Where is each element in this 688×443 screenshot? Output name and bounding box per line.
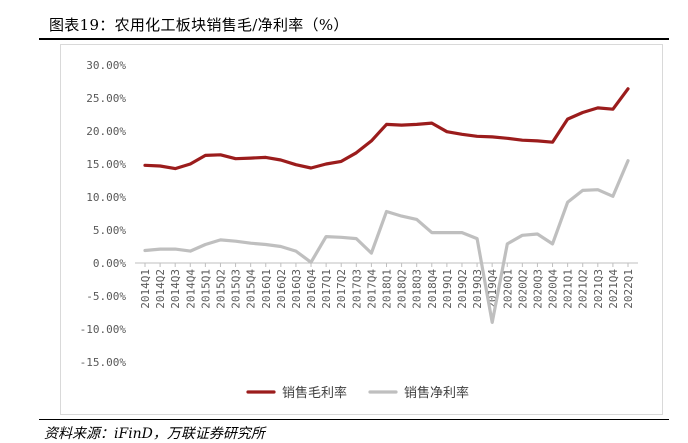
y-tick-label: -15.00% (80, 356, 127, 369)
x-tick-label: 2014Q1 (139, 269, 152, 309)
y-tick-label: 20.00% (86, 125, 126, 138)
x-tick-label: 2020Q1 (501, 269, 514, 309)
gross-margin-line (143, 87, 630, 171)
x-tick-label: 2014Q2 (154, 269, 167, 309)
x-tick-label: 2018Q1 (381, 269, 394, 309)
y-tick-label: 15.00% (86, 158, 126, 171)
x-tick-label: 2018Q3 (411, 269, 424, 309)
x-tick-label: 2019Q2 (456, 269, 469, 309)
x-tick-label: 2016Q4 (305, 269, 318, 309)
x-tick-label: 2018Q2 (396, 269, 409, 309)
y-tick-label: -10.00% (80, 323, 127, 336)
x-tick-label: 2015Q1 (199, 269, 212, 309)
x-tick-label: 2019Q3 (471, 269, 484, 309)
x-tick-label: 2021Q1 (562, 269, 575, 309)
y-axis: 30.00% 25.00% 20.00% 15.00% 10.00% 5.00% 0.00%… (80, 59, 127, 369)
x-tick-label: 2021Q3 (592, 269, 605, 309)
x-tick-label: 2015Q4 (245, 269, 258, 309)
source-note: 资料来源：iFinD，万联证券研究所 (44, 426, 265, 442)
x-tick-label: 2017Q4 (365, 269, 378, 309)
legend-label: 销售净利率 (404, 385, 469, 401)
x-tick-label: 2014Q3 (169, 269, 182, 309)
legend: 销售毛利率 销售净利率 (246, 385, 469, 401)
x-tick-label: 2018Q4 (426, 269, 439, 309)
y-tick-label: 30.00% (86, 59, 126, 72)
x-tick-label: 2017Q3 (350, 269, 363, 309)
x-tick-label: 2017Q1 (320, 269, 333, 309)
series-lines (143, 87, 630, 324)
y-tick-label: 0.00% (93, 257, 126, 270)
title-divider (39, 38, 669, 40)
x-tick-label: 2017Q2 (335, 269, 348, 309)
title-bar: 图表19：农用化工板块销售毛/净利率（%） (39, 0, 669, 40)
y-tick-label: -5.00% (86, 290, 126, 303)
x-tick-label: 2019Q1 (441, 269, 454, 309)
page-title: 图表19：农用化工板块销售毛/净利率（%） (49, 16, 349, 34)
net-margin-line (143, 159, 630, 324)
x-tick-label: 2014Q4 (184, 269, 197, 309)
x-tick-label: 2022Q1 (622, 269, 635, 309)
x-tick-label: 2021Q4 (607, 269, 620, 309)
legend-label: 销售毛利率 (282, 385, 347, 401)
x-tick-label: 2016Q3 (290, 269, 303, 309)
x-tick-label: 2016Q1 (260, 269, 273, 309)
y-tick-label: 10.00% (86, 191, 126, 204)
x-tick-label: 2016Q2 (275, 269, 288, 309)
x-tick-label: 2021Q2 (577, 269, 590, 309)
x-axis: 2014Q1 2014Q2 2014Q3 2014Q4 2015Q1 2015Q2 2015… (139, 263, 635, 309)
x-tick-label: 2020Q4 (547, 269, 560, 309)
y-tick-label: 25.00% (86, 92, 126, 105)
footer-divider (39, 419, 669, 420)
x-tick-label: 2020Q3 (531, 269, 544, 309)
x-tick-label: 2015Q2 (214, 269, 227, 309)
chart-frame (60, 44, 663, 415)
x-tick-label: 2015Q3 (230, 269, 243, 309)
y-tick-label: 5.00% (93, 224, 126, 237)
x-tick-label: 2020Q2 (516, 269, 529, 309)
